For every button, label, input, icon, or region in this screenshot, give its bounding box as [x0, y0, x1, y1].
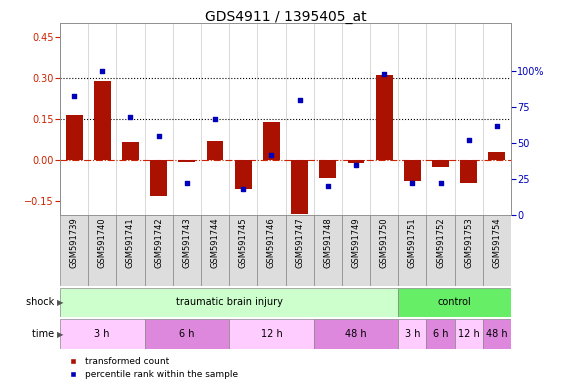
- Bar: [313, 215, 342, 286]
- Text: GSM591742: GSM591742: [154, 217, 163, 268]
- Bar: [376, 75, 393, 160]
- Bar: [258, 215, 286, 286]
- Text: ▶: ▶: [57, 298, 63, 307]
- Bar: [483, 215, 511, 286]
- Bar: [319, 160, 336, 178]
- Text: GSM591739: GSM591739: [70, 217, 79, 268]
- Bar: [60, 288, 399, 317]
- Point: [464, 137, 473, 143]
- Point: [154, 133, 163, 139]
- Bar: [229, 215, 258, 286]
- Text: 6 h: 6 h: [179, 329, 195, 339]
- Text: GSM591750: GSM591750: [380, 217, 389, 268]
- Text: 48 h: 48 h: [345, 329, 367, 339]
- Bar: [460, 160, 477, 184]
- Bar: [94, 81, 111, 160]
- Bar: [455, 319, 483, 349]
- Bar: [150, 160, 167, 196]
- Bar: [427, 215, 455, 286]
- Point: [492, 122, 501, 129]
- Bar: [399, 215, 427, 286]
- Text: GSM591745: GSM591745: [239, 217, 248, 268]
- Bar: [427, 319, 455, 349]
- Bar: [432, 160, 449, 167]
- Bar: [60, 319, 144, 349]
- Text: GSM591744: GSM591744: [211, 217, 219, 268]
- Bar: [60, 215, 88, 286]
- Point: [380, 71, 389, 77]
- Bar: [116, 215, 144, 286]
- Text: 3 h: 3 h: [94, 329, 110, 339]
- Bar: [173, 215, 201, 286]
- Bar: [144, 319, 229, 349]
- Bar: [263, 122, 280, 160]
- Text: GSM591746: GSM591746: [267, 217, 276, 268]
- Point: [126, 114, 135, 120]
- Bar: [88, 215, 116, 286]
- Legend: transformed count, percentile rank within the sample: transformed count, percentile rank withi…: [65, 357, 238, 379]
- Bar: [313, 319, 399, 349]
- Bar: [286, 215, 313, 286]
- Text: 3 h: 3 h: [405, 329, 420, 339]
- Text: 6 h: 6 h: [433, 329, 448, 339]
- Bar: [399, 319, 427, 349]
- Text: GSM591749: GSM591749: [352, 217, 360, 268]
- Point: [436, 180, 445, 186]
- Bar: [404, 160, 421, 181]
- Bar: [207, 141, 223, 160]
- Text: ▶: ▶: [57, 329, 63, 339]
- Text: traumatic brain injury: traumatic brain injury: [176, 297, 283, 308]
- Text: GSM591752: GSM591752: [436, 217, 445, 268]
- Bar: [489, 152, 505, 160]
- Point: [70, 93, 79, 99]
- Point: [323, 183, 332, 189]
- Text: GSM591748: GSM591748: [323, 217, 332, 268]
- Bar: [342, 215, 370, 286]
- Bar: [483, 319, 511, 349]
- Point: [351, 162, 360, 168]
- Point: [182, 180, 191, 186]
- Text: GSM591753: GSM591753: [464, 217, 473, 268]
- Bar: [229, 319, 313, 349]
- Text: GSM591747: GSM591747: [295, 217, 304, 268]
- Bar: [291, 160, 308, 214]
- Text: GSM591740: GSM591740: [98, 217, 107, 268]
- Point: [295, 97, 304, 103]
- Point: [98, 68, 107, 74]
- Point: [408, 180, 417, 186]
- Bar: [399, 288, 511, 317]
- Text: 12 h: 12 h: [458, 329, 480, 339]
- Point: [267, 151, 276, 157]
- Text: control: control: [438, 297, 472, 308]
- Bar: [178, 160, 195, 162]
- Bar: [348, 160, 364, 163]
- Bar: [66, 115, 83, 160]
- Bar: [235, 160, 252, 189]
- Text: shock: shock: [26, 297, 57, 308]
- Bar: [201, 215, 229, 286]
- Text: GSM591754: GSM591754: [492, 217, 501, 268]
- Bar: [144, 215, 173, 286]
- Text: GDS4911 / 1395405_at: GDS4911 / 1395405_at: [204, 10, 367, 23]
- Text: GSM591743: GSM591743: [182, 217, 191, 268]
- Bar: [370, 215, 399, 286]
- Text: 12 h: 12 h: [260, 329, 282, 339]
- Text: time: time: [32, 329, 57, 339]
- Point: [211, 116, 220, 122]
- Point: [239, 186, 248, 192]
- Text: GSM591751: GSM591751: [408, 217, 417, 268]
- Text: 48 h: 48 h: [486, 329, 508, 339]
- Text: GSM591741: GSM591741: [126, 217, 135, 268]
- Bar: [122, 142, 139, 160]
- Bar: [455, 215, 483, 286]
